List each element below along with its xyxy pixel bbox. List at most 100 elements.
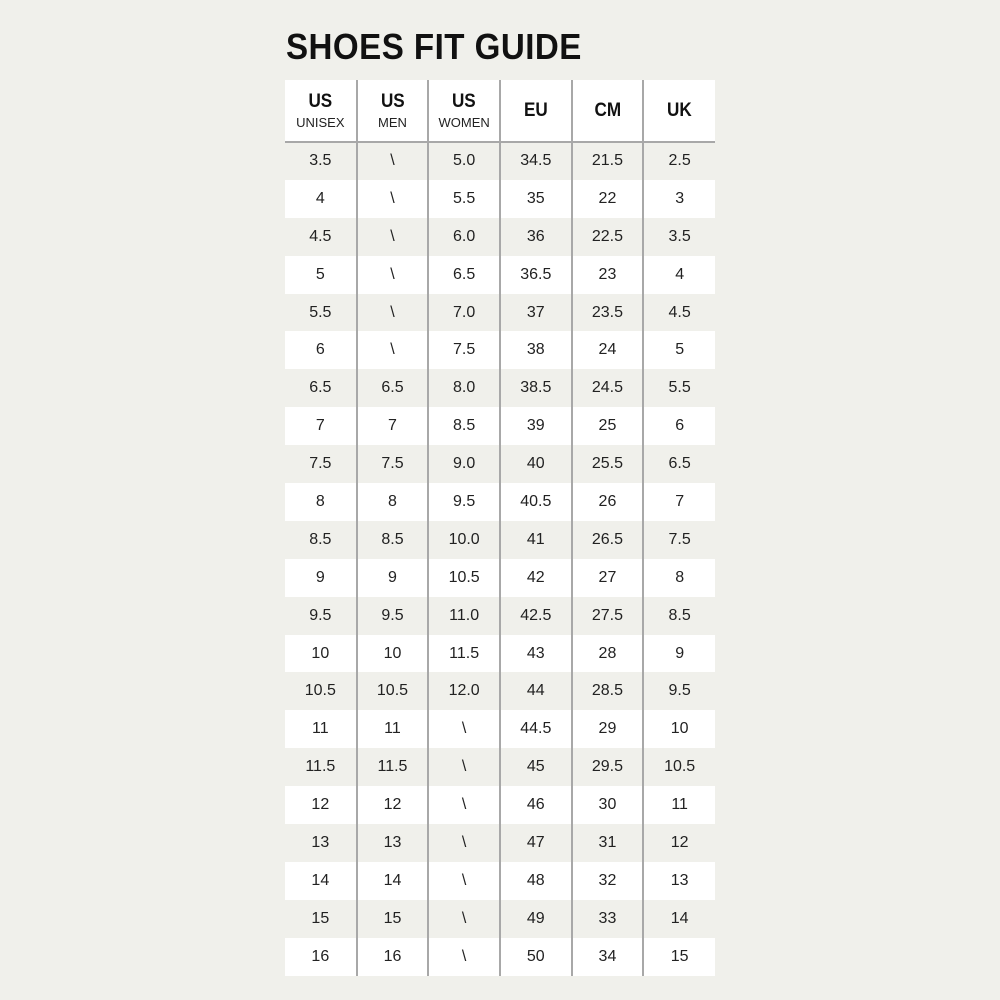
- table-cell: 31: [570, 824, 644, 862]
- table-cell: 40.5: [498, 483, 572, 521]
- table-cell: 22: [570, 179, 644, 218]
- table-cell: 2.5: [642, 142, 715, 180]
- column-header-sub: UNISEX: [296, 115, 345, 130]
- table-cell: 12: [311, 796, 330, 814]
- table-cell: 11.5: [305, 758, 336, 776]
- table-row: 3.5 \ 5.0 34.5 21.5 2.5: [285, 142, 715, 180]
- table-cell: 23.5: [570, 293, 644, 332]
- table-row: 5.5 \ 7.0 37 23.5 4.5: [285, 293, 715, 332]
- column-header-main: UK: [667, 99, 692, 121]
- table-row: 10 10 11.5 43 28 9: [285, 634, 715, 673]
- table-cell: 10.5: [355, 672, 429, 711]
- table-row: 16 16 \ 50 34 15: [285, 937, 715, 976]
- column-header: US UNISEX: [285, 80, 357, 142]
- table-cell: \: [427, 748, 500, 787]
- table-row: 7.5 7.5 9.0 40 25.5 6.5: [285, 445, 715, 484]
- table-cell: 8: [355, 483, 429, 521]
- table-cell: 11: [312, 720, 329, 738]
- table-cell: 34: [570, 937, 644, 976]
- table-cell: 10.5: [427, 558, 500, 597]
- table-cell: \: [355, 293, 429, 332]
- table-cell: 27: [570, 558, 644, 597]
- table-cell: 45: [498, 748, 572, 787]
- table-cell: 43: [498, 634, 572, 673]
- table-cell: \: [427, 861, 500, 900]
- table-cell: 26: [570, 483, 644, 521]
- table-row: 11.5 11.5 \ 45 29.5 10.5: [285, 748, 715, 787]
- table-cell: \: [355, 331, 429, 370]
- table-cell: 6.5: [355, 369, 429, 408]
- table-cell: 44: [498, 672, 572, 711]
- table-row: 8 8 9.5 40.5 26 7: [285, 483, 715, 521]
- column-header-main: US: [452, 91, 477, 112]
- table-cell: 24.5: [570, 369, 644, 408]
- table-cell: 5.0: [427, 142, 500, 180]
- table-cell: \: [355, 142, 429, 180]
- column-header-main: EU: [523, 99, 548, 121]
- table-cell: 34.5: [498, 142, 572, 180]
- column-header-main: US: [308, 91, 333, 112]
- page-title: SHOES FIT GUIDE: [286, 26, 582, 67]
- table-cell: 15: [311, 909, 330, 927]
- table-cell: 12: [355, 786, 429, 825]
- table-cell: 22.5: [570, 217, 644, 256]
- table-row: 5 \ 6.5 36.5 23 4: [285, 255, 715, 294]
- table-cell: 14: [642, 899, 715, 938]
- table-cell: \: [355, 255, 429, 294]
- table-cell: 5: [642, 331, 715, 370]
- table-cell: 39: [498, 407, 572, 446]
- table-cell: \: [427, 899, 500, 938]
- table-cell: 42.5: [498, 596, 572, 635]
- table-cell: 5.5: [642, 369, 715, 408]
- table-row: 15 15 \ 49 33 14: [285, 899, 715, 938]
- table-cell: 4.5: [309, 227, 332, 245]
- table-cell: 5.5: [309, 303, 332, 321]
- column-header: UK: [642, 80, 715, 142]
- table-row: 4.5 \ 6.0 36 22.5 3.5: [285, 217, 715, 256]
- table-row: 10.5 10.5 12.0 44 28.5 9.5: [285, 672, 715, 711]
- table-cell: \: [427, 824, 500, 862]
- table-row: 14 14 \ 48 32 13: [285, 861, 715, 900]
- table-cell: 12: [642, 824, 715, 862]
- table-row: 6.5 6.5 8.0 38.5 24.5 5.5: [285, 369, 715, 408]
- table-cell: 38.5: [498, 369, 572, 408]
- table-cell: 9: [355, 558, 429, 597]
- table-row: 9 9 10.5 42 27 8: [285, 558, 715, 597]
- table-cell: 10.5: [642, 748, 715, 787]
- table-cell: 11.5: [427, 634, 500, 673]
- table-cell: 7: [642, 483, 715, 521]
- table-cell: 44.5: [498, 710, 572, 749]
- table-cell: 36: [498, 217, 572, 256]
- table-cell: 10: [642, 710, 715, 749]
- table-cell: 9.0: [427, 445, 500, 484]
- table-cell: 36.5: [498, 255, 572, 294]
- table-cell: 7.5: [427, 331, 500, 370]
- table-cell: 15: [642, 937, 715, 976]
- table-cell: 11: [642, 786, 715, 825]
- table-cell: 8.0: [427, 369, 500, 408]
- table-cell: 6.5: [309, 379, 332, 397]
- column-header-main: CM: [594, 99, 621, 121]
- table-cell: 28: [570, 634, 644, 673]
- table-cell: \: [427, 786, 500, 825]
- table-cell: 6.0: [427, 217, 500, 256]
- table-cell: 26.5: [570, 520, 644, 559]
- table-cell: \: [427, 937, 500, 976]
- table-cell: 9.5: [642, 672, 715, 711]
- table-cell: 3: [642, 179, 715, 218]
- table-cell: 29.5: [570, 748, 644, 787]
- table-cell: 46: [498, 786, 572, 825]
- table-cell: 35: [498, 179, 572, 218]
- table-cell: 7.5: [642, 520, 715, 559]
- table-cell: 42: [498, 558, 572, 597]
- table-cell: 28.5: [570, 672, 644, 711]
- table-row: 11 11 \ 44.5 29 10: [285, 710, 715, 749]
- table-cell: 12.0: [427, 672, 500, 711]
- table-cell: 11.0: [427, 596, 500, 635]
- table-row: 12 12 \ 46 30 11: [285, 786, 715, 825]
- table-cell: 3.5: [642, 217, 715, 256]
- table-cell: 27.5: [570, 596, 644, 635]
- table-cell: 38: [498, 331, 572, 370]
- table-cell: 5: [315, 265, 325, 283]
- table-cell: 13: [355, 824, 429, 862]
